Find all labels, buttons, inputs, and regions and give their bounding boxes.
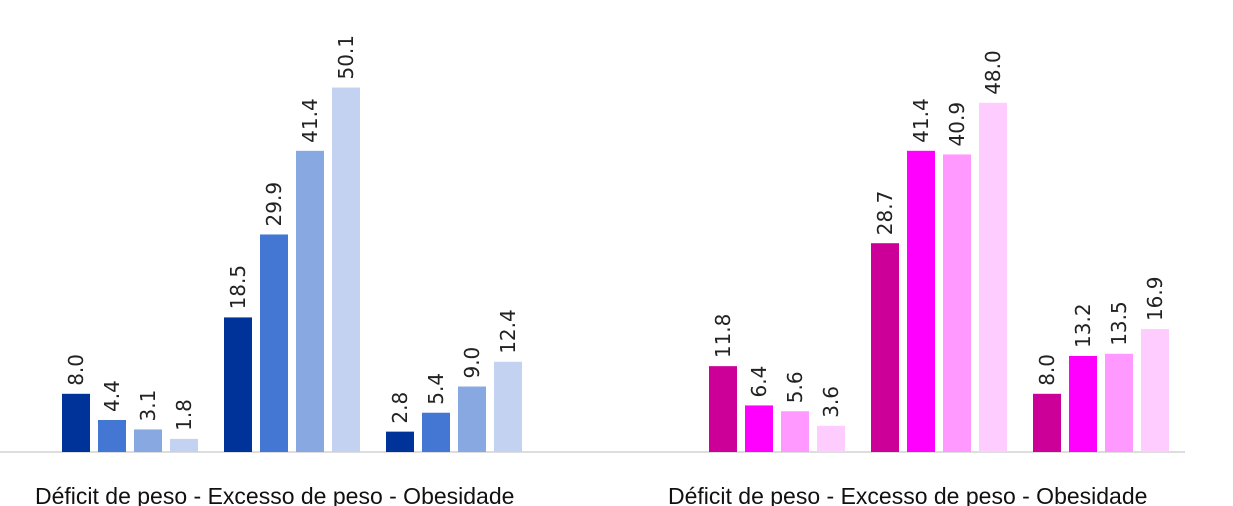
data-label-chart1-cat2-s0: 8.0 (1035, 354, 1059, 386)
bar-chart1-cat2-s3 (1141, 329, 1169, 452)
bar-chart1-cat0-s3 (817, 425, 845, 452)
bar-chart0-cat2-s2 (458, 386, 486, 452)
bar-chart0-cat1-s0 (224, 317, 252, 452)
bar-chart0-cat1-s2 (296, 150, 324, 452)
data-label-chart0-cat2-s3: 12.4 (496, 309, 520, 354)
bar-chart0-cat0-s3 (170, 438, 198, 452)
data-label-chart0-cat2-s0: 2.8 (388, 392, 412, 424)
data-label-chart0-cat1-s3: 50.1 (334, 35, 358, 80)
bar-chart0-cat2-s0 (386, 431, 414, 452)
bar-chart1-cat1-s1 (907, 150, 935, 452)
bar-chart1-cat0-s2 (781, 411, 809, 452)
data-label-chart1-cat1-s2: 40.9 (945, 102, 969, 147)
bar-chart1-cat2-s1 (1069, 355, 1097, 452)
data-label-chart0-cat1-s2: 41.4 (298, 98, 322, 143)
data-label-chart1-cat2-s3: 16.9 (1143, 277, 1167, 322)
bar-chart1-cat2-s0 (1033, 393, 1061, 452)
data-label-chart0-cat2-s2: 9.0 (460, 347, 484, 379)
data-label-chart1-cat2-s1: 13.2 (1071, 303, 1095, 348)
bar-chart1-cat0-s0 (709, 366, 737, 452)
data-label-chart1-cat0-s1: 6.4 (747, 366, 771, 398)
bar-chart0-cat1-s1 (260, 234, 288, 452)
bar-chart1-cat0-s1 (745, 405, 773, 452)
data-label-chart1-cat1-s3: 48.0 (981, 50, 1005, 95)
data-label-chart1-cat0-s2: 5.6 (783, 371, 807, 403)
bar-chart1-cat1-s0 (871, 243, 899, 452)
bar-chart1-cat2-s2 (1105, 353, 1133, 452)
data-label-chart1-cat2-s2: 13.5 (1107, 301, 1131, 346)
bar-chart0-cat1-s3 (332, 87, 360, 453)
bar-chart0-cat2-s3 (494, 361, 522, 452)
group-label-right: Déficit de peso - Excesso de peso - Obes… (668, 483, 1147, 506)
data-label-chart0-cat0-s3: 1.8 (172, 399, 196, 431)
data-label-chart0-cat0-s1: 4.4 (100, 380, 124, 412)
data-label-chart1-cat0-s3: 3.6 (819, 386, 843, 418)
bar-chart0-cat0-s2 (134, 429, 162, 452)
data-label-chart0-cat1-s1: 29.9 (262, 182, 286, 227)
data-label-chart0-cat1-s0: 18.5 (226, 265, 250, 310)
data-label-chart1-cat1-s0: 28.7 (873, 191, 897, 236)
data-label-chart0-cat2-s1: 5.4 (424, 373, 448, 405)
bar-chart0-cat2-s1 (422, 412, 450, 452)
bar-chart0-cat0-s0 (62, 393, 90, 452)
group-label-left: Déficit de peso - Excesso de peso - Obes… (35, 483, 514, 506)
bar-chart0-cat0-s1 (98, 419, 126, 452)
bar-chart1-cat1-s2 (943, 154, 971, 452)
data-label-chart0-cat0-s2: 3.1 (136, 390, 160, 422)
bar-chart1-cat1-s3 (979, 102, 1007, 453)
data-label-chart1-cat1-s1: 41.4 (909, 98, 933, 143)
data-label-chart0-cat0-s0: 8.0 (64, 354, 88, 386)
data-label-chart1-cat0-s0: 11.8 (711, 314, 735, 359)
